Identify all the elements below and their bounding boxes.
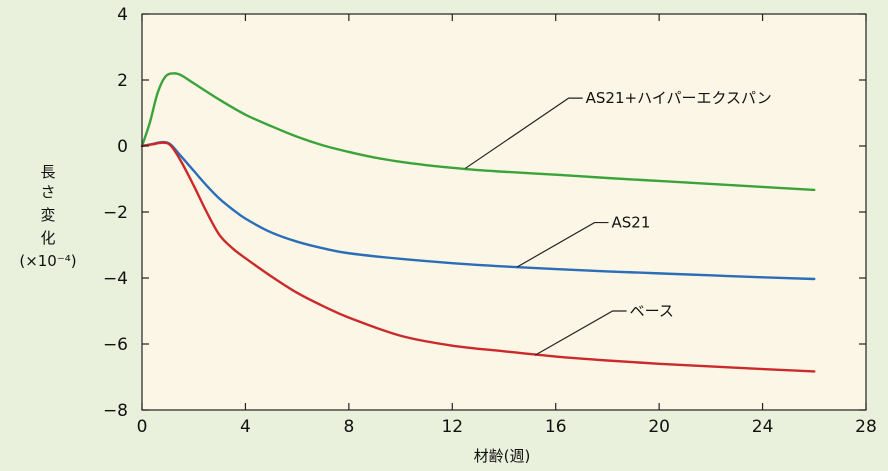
annotation-label-3: ベース: [630, 302, 674, 320]
series-line-3: [140, 141, 816, 373]
x-tick-label: 4: [240, 417, 251, 437]
y-axis-title-line-3: 変: [40, 206, 55, 224]
x-tick-label: 28: [855, 417, 877, 437]
y-axis-title-line-2: さ: [40, 183, 55, 201]
annotation-label-1: AS21+ハイパーエクスパン: [586, 89, 772, 107]
x-tick-label: 16: [545, 417, 567, 437]
x-axis-title: 材齢(週): [474, 447, 531, 465]
annotation-leader-1: [464, 97, 583, 169]
y-axis-title-line-4: 化: [40, 229, 55, 247]
series-line-1: [140, 72, 816, 192]
y-axis-title: 長 さ 変 化 (×10⁻⁴): [19, 163, 76, 270]
annotation-leader-2: [516, 221, 609, 268]
x-tick-label: 8: [343, 417, 354, 437]
x-tick-label: 24: [752, 417, 774, 437]
y-tick-label: −6: [103, 335, 128, 355]
annotation-leader-3: [534, 310, 627, 356]
series-line-2: [140, 140, 816, 281]
x-tick-label: 0: [137, 417, 148, 437]
y-tick-label: 4: [117, 5, 128, 25]
plot-background: [142, 14, 866, 410]
y-tick-label: −2: [103, 203, 128, 223]
x-tick-label: 20: [648, 417, 670, 437]
x-tick-label: 12: [441, 417, 463, 437]
y-tick-label: 2: [117, 71, 128, 91]
y-axis-title-line-1: 長: [40, 163, 55, 181]
y-tick-label: −4: [103, 269, 128, 289]
y-tick-label: −8: [103, 401, 128, 421]
annotation-label-2: AS21: [612, 214, 651, 232]
annotation-layer: AS21+ハイパーエクスパン AS21 ベース: [464, 89, 772, 356]
y-tick-label: 0: [117, 137, 128, 157]
series-layer: [140, 72, 816, 373]
y-axis-unit: (×10⁻⁴): [19, 252, 76, 270]
